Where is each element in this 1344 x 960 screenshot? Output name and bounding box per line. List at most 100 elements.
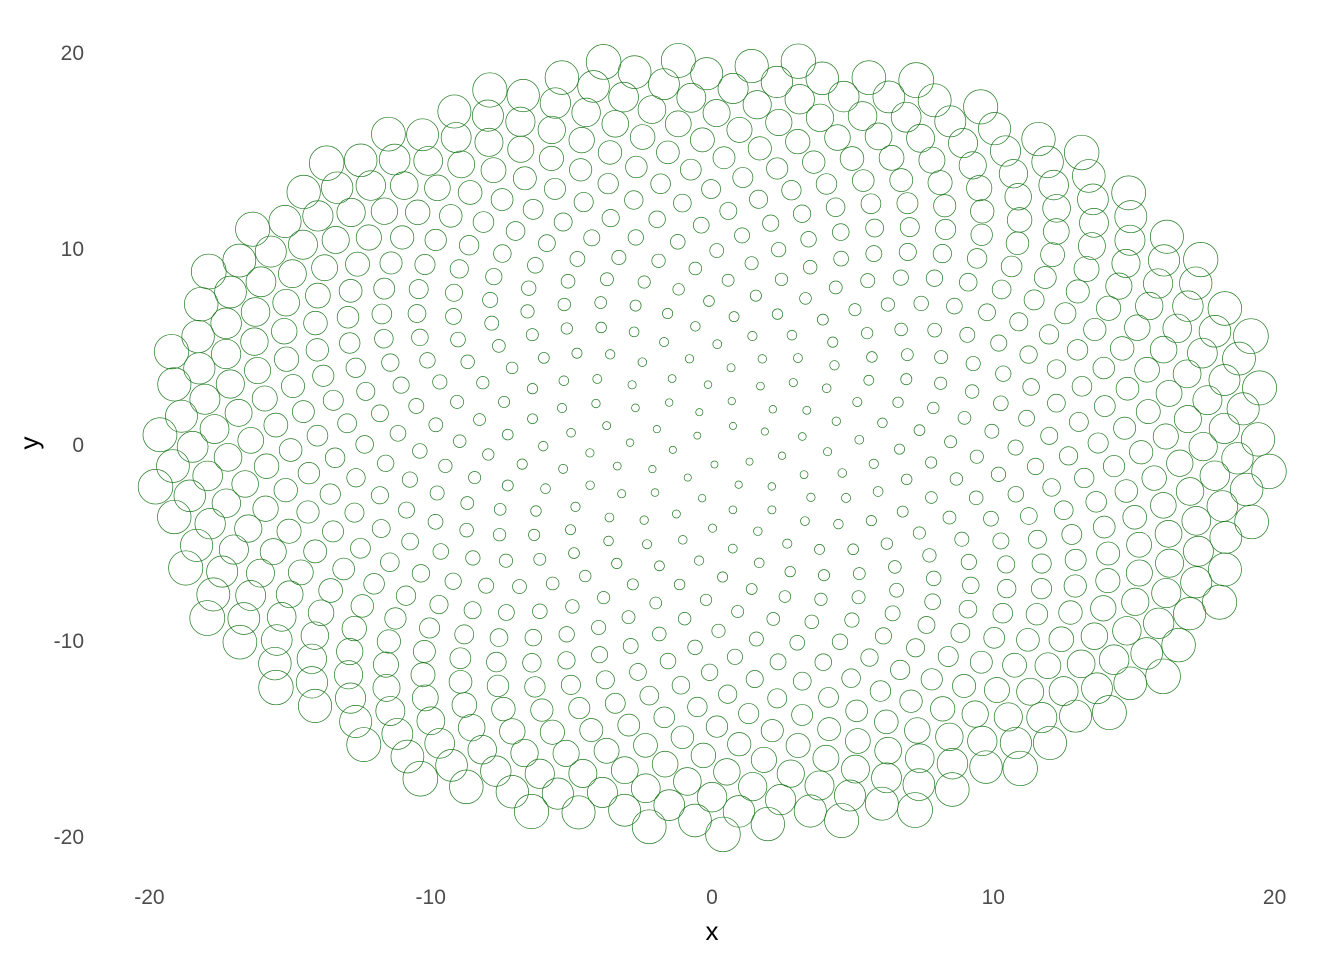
data-point	[438, 458, 453, 473]
data-point	[137, 468, 174, 505]
data-point	[214, 275, 247, 309]
data-point	[767, 688, 788, 709]
data-point	[757, 354, 767, 364]
data-point	[920, 668, 943, 691]
data-point	[1154, 520, 1183, 548]
data-point	[445, 283, 463, 302]
data-point	[345, 251, 370, 277]
data-point	[864, 786, 899, 821]
data-point	[245, 266, 277, 298]
data-point	[505, 221, 526, 241]
data-point	[303, 539, 328, 564]
data-point	[727, 648, 743, 665]
data-point	[1026, 702, 1058, 734]
data-point	[934, 376, 948, 390]
data-point	[591, 398, 601, 409]
data-point	[997, 555, 1016, 574]
data-point	[1054, 302, 1077, 325]
data-point	[211, 338, 242, 370]
data-point	[906, 638, 926, 658]
data-point	[577, 70, 610, 103]
data-point	[650, 488, 660, 497]
data-point	[745, 583, 758, 595]
data-point	[520, 304, 535, 319]
data-point	[863, 374, 875, 386]
data-point	[474, 127, 504, 157]
data-point	[371, 519, 391, 538]
data-point	[950, 623, 971, 643]
data-point	[611, 250, 627, 265]
data-point	[745, 670, 764, 689]
data-point	[1092, 695, 1127, 730]
data-point	[851, 590, 866, 605]
data-point	[711, 623, 726, 638]
data-point	[949, 472, 963, 486]
data-point	[480, 755, 512, 787]
data-point	[1134, 357, 1160, 383]
data-point	[1242, 370, 1277, 406]
data-point	[774, 272, 789, 286]
data-point	[395, 585, 417, 606]
data-point	[372, 673, 401, 702]
data-point	[237, 427, 265, 454]
data-point	[1161, 628, 1196, 663]
data-point	[565, 599, 580, 614]
data-point	[1143, 268, 1174, 299]
data-point	[742, 90, 772, 120]
data-point	[527, 413, 538, 425]
data-point	[892, 269, 909, 286]
data-point	[845, 699, 868, 723]
data-point	[747, 330, 758, 342]
x-tick-label: 0	[706, 886, 718, 909]
data-point	[934, 350, 949, 364]
data-point	[346, 727, 382, 762]
data-point	[628, 326, 640, 338]
data-point	[1114, 479, 1138, 503]
data-point	[381, 353, 400, 372]
data-point	[448, 670, 473, 694]
data-point	[413, 146, 443, 176]
data-point	[833, 518, 844, 530]
data-point	[935, 218, 957, 240]
data-point	[1033, 266, 1057, 289]
data-point	[1039, 324, 1060, 345]
data-point	[805, 103, 835, 132]
data-point	[449, 769, 484, 804]
data-point	[538, 441, 549, 452]
data-point	[817, 313, 829, 326]
data-point	[727, 397, 736, 406]
data-point	[934, 105, 967, 138]
data-point	[906, 123, 935, 153]
data-point	[490, 188, 514, 211]
data-point	[692, 216, 710, 234]
data-point	[967, 725, 998, 757]
data-point	[1208, 364, 1241, 396]
data-point	[617, 55, 652, 89]
data-point	[854, 434, 865, 445]
data-point	[637, 275, 651, 289]
data-point	[802, 405, 812, 415]
data-point	[767, 505, 777, 515]
data-point	[717, 571, 729, 583]
data-point	[957, 411, 972, 425]
data-point	[894, 443, 905, 455]
data-point	[922, 548, 937, 563]
data-point	[750, 746, 777, 773]
data-point	[815, 173, 838, 195]
data-point	[821, 383, 832, 393]
data-point	[522, 653, 542, 673]
data-point	[355, 170, 386, 201]
data-point	[990, 334, 1008, 352]
data-point	[727, 543, 738, 554]
x-tick-label: -20	[134, 886, 164, 909]
data-point	[522, 199, 544, 220]
data-point	[1145, 658, 1181, 695]
data-point	[1130, 637, 1163, 670]
data-point	[416, 706, 446, 736]
data-point	[384, 607, 407, 630]
data-point	[1135, 399, 1161, 424]
data-point	[998, 159, 1029, 189]
data-point	[1043, 218, 1070, 245]
data-point	[780, 43, 816, 79]
data-point	[371, 404, 389, 423]
